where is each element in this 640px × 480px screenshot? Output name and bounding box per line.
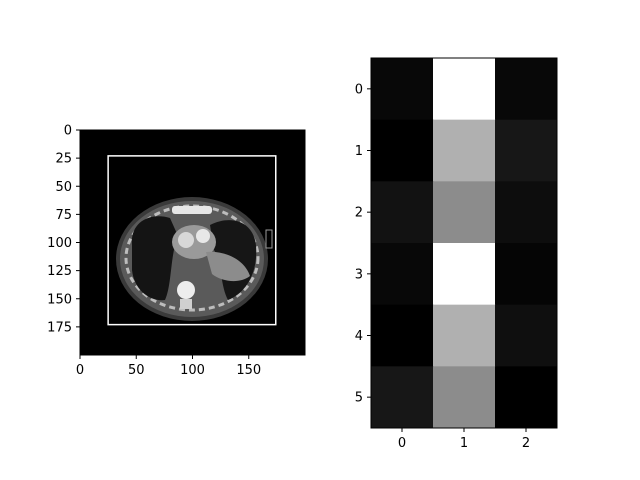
heatmap-y-tick-label: 3 — [355, 267, 363, 282]
ct-bounding-box — [107, 155, 277, 326]
ct-liver — [206, 251, 250, 282]
heatmap-cell — [433, 58, 496, 121]
heatmap-subplot: 0 1 2 0 1 2 3 4 5 — [355, 57, 558, 451]
ct-y-tick-label: 175 — [47, 320, 72, 335]
ct-image-subplot: 0 50 100 150 0 25 50 75 100 125 150 175 — [47, 124, 306, 378]
ct-aorta — [178, 232, 194, 248]
ct-scan-drawing — [116, 197, 273, 321]
heatmap-cells — [371, 58, 558, 429]
ct-sternum — [172, 206, 212, 214]
heatmap-cell — [371, 366, 434, 429]
heatmap-cell — [433, 366, 496, 429]
ct-y-tick-label: 0 — [64, 124, 72, 139]
heatmap-cell — [495, 366, 558, 429]
heatmap-cell — [495, 119, 558, 182]
ct-x-tick-label: 50 — [128, 363, 145, 378]
heatmap-x-tick-label: 1 — [460, 436, 468, 451]
heatmap-cell — [495, 58, 558, 121]
heatmap-cell — [433, 119, 496, 182]
ct-side-marker — [265, 229, 273, 249]
heatmap-cell — [371, 304, 434, 367]
heatmap-cell — [495, 181, 558, 244]
ct-vertebra — [177, 281, 195, 299]
heatmap-y-ticks: 0 1 2 3 4 5 — [355, 82, 371, 406]
ct-heart-chamber — [196, 229, 210, 243]
ct-ribcage — [124, 204, 260, 312]
ct-y-ticks: 0 25 50 75 100 125 150 175 — [47, 124, 80, 335]
ct-y-tick-label: 150 — [47, 292, 72, 307]
heatmap-y-tick-label: 5 — [355, 391, 363, 406]
heatmap-x-tick-label: 2 — [522, 436, 530, 451]
heatmap-x-tick-label: 0 — [398, 436, 406, 451]
heatmap-cell — [371, 119, 434, 182]
heatmap-cell — [371, 181, 434, 244]
ct-x-tick-label: 0 — [76, 363, 84, 378]
heatmap-cell — [371, 243, 434, 306]
heatmap-y-tick-label: 0 — [355, 82, 363, 97]
heatmap-cell — [495, 304, 558, 367]
heatmap-y-tick-label: 2 — [355, 206, 363, 221]
heatmap-y-tick-label: 4 — [355, 329, 363, 344]
heatmap-cell — [371, 58, 434, 121]
heatmap-cell — [433, 243, 496, 306]
ct-x-ticks: 0 50 100 150 — [76, 355, 261, 378]
ct-y-tick-label: 25 — [55, 152, 72, 167]
heatmap-cell — [433, 304, 496, 367]
heatmap-x-ticks: 0 1 2 — [398, 428, 530, 451]
heatmap-cell — [433, 181, 496, 244]
ct-x-tick-label: 100 — [180, 363, 205, 378]
ct-y-tick-label: 75 — [55, 208, 72, 223]
ct-right-lung — [131, 216, 178, 301]
ct-x-tick-label: 150 — [236, 363, 261, 378]
ct-spinal-process — [180, 299, 192, 309]
heatmap-cell — [495, 243, 558, 306]
heatmap-y-tick-label: 1 — [355, 144, 363, 159]
ct-y-tick-label: 50 — [55, 180, 72, 195]
ct-y-tick-label: 125 — [47, 264, 72, 279]
ct-y-tick-label: 100 — [47, 236, 72, 251]
